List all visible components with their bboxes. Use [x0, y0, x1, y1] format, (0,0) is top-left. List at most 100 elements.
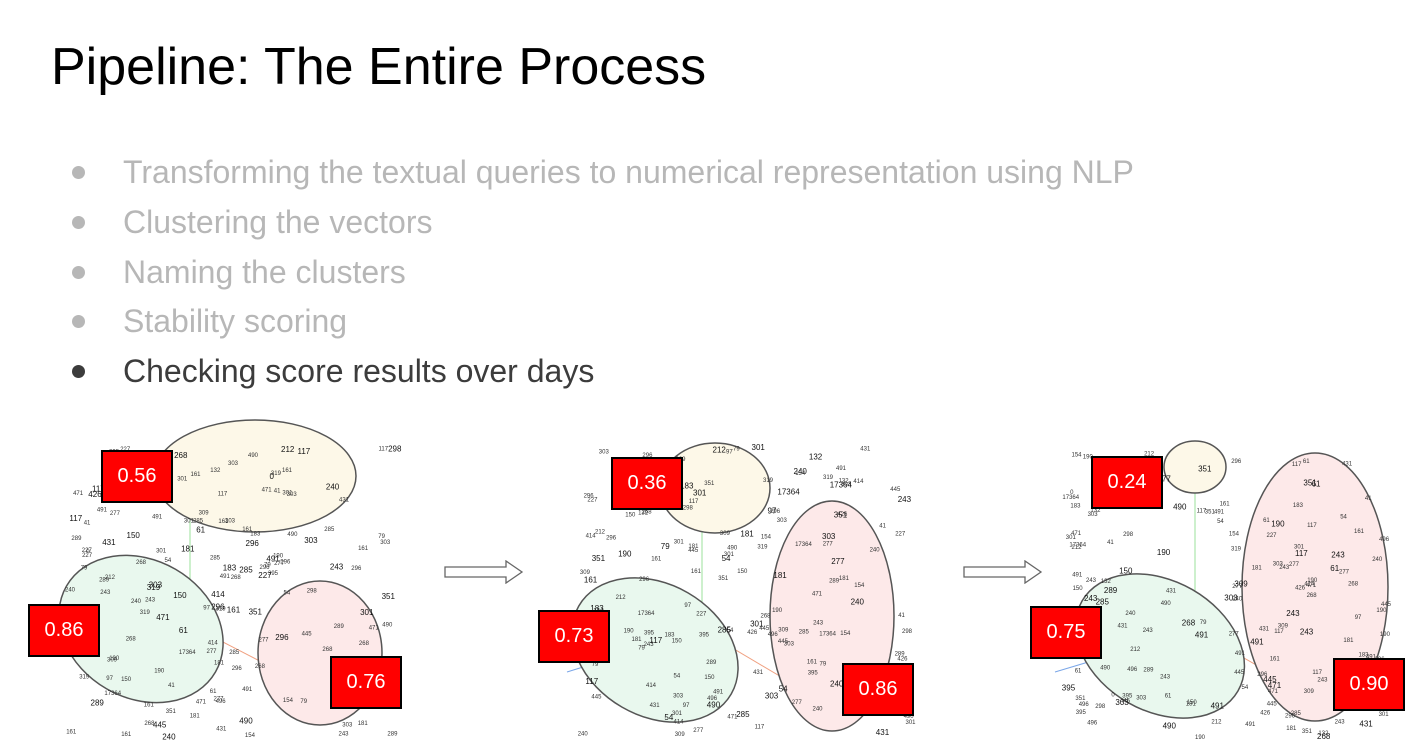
point-label: 79: [733, 447, 740, 453]
point-label: 431: [650, 703, 661, 709]
point-label: 240: [578, 731, 589, 737]
point-label: 296: [280, 560, 291, 566]
cluster-plot-svg: 1540212491150243243212296541833032431902…: [1054, 440, 1392, 742]
point-label: 301: [693, 489, 707, 498]
point-label: 298: [683, 506, 694, 512]
point-label: 301: [906, 720, 917, 726]
point-label: 117: [1307, 523, 1317, 529]
point-label: 190: [618, 550, 632, 559]
point-label: 296: [260, 565, 271, 571]
point-label: 150: [1119, 567, 1133, 576]
slide-title: Pipeline: The Entire Process: [51, 38, 707, 96]
point-label: 285: [736, 710, 750, 719]
score-badge-pink: 0.90: [1333, 658, 1405, 711]
point-label: 268: [642, 509, 653, 515]
point-label: 240: [1232, 596, 1243, 602]
cluster-yellow: [1163, 440, 1227, 494]
point-label: 132: [1090, 508, 1101, 514]
bullet-dot-icon: [72, 166, 85, 179]
point-label: 431: [102, 538, 116, 547]
point-label: 183: [680, 482, 694, 491]
point-label: 491: [1072, 572, 1083, 578]
point-label: 309: [580, 570, 591, 576]
point-label: 97: [726, 449, 733, 455]
point-label: 79: [81, 566, 88, 572]
point-label: 351: [1302, 729, 1313, 735]
point-label: 161: [584, 576, 598, 585]
point-label: 319: [216, 607, 227, 613]
point-label: 431: [860, 447, 871, 453]
point-label: 17364: [777, 487, 800, 496]
point-label: 54: [1242, 685, 1249, 691]
point-label: 97: [106, 676, 113, 682]
point-label: 351: [1075, 696, 1086, 702]
point-label: 190: [1083, 455, 1094, 461]
point-label: 117: [1197, 509, 1207, 515]
point-label: 395: [268, 571, 279, 577]
point-label: 471: [156, 613, 170, 622]
point-labels: 1540212491150243243212296541833032431902…: [1060, 452, 1392, 742]
point-label: 0: [1070, 490, 1074, 496]
point-label: 445: [1381, 602, 1392, 608]
point-label: 183: [223, 563, 237, 572]
point-label: 117: [689, 499, 699, 505]
point-label: 445: [759, 626, 770, 632]
point-label: 150: [625, 512, 636, 518]
point-label: 491: [1214, 509, 1225, 515]
point-label: 268: [126, 637, 137, 643]
point-label: 154: [1072, 452, 1083, 458]
point-label: 161: [144, 702, 155, 708]
point-label: 351: [718, 576, 729, 582]
point-label: 150: [1187, 700, 1198, 706]
point-label: 181: [214, 660, 225, 666]
point-label: 154: [795, 471, 806, 477]
point-label: 319: [763, 478, 774, 484]
point-label: 243: [1160, 675, 1171, 681]
point-label: 303: [784, 641, 795, 647]
point-label: 303: [149, 581, 163, 590]
point-label: 227: [120, 447, 131, 453]
point-label: 243: [1286, 609, 1300, 618]
point-label: 240: [1125, 611, 1136, 617]
point-label: 154: [1229, 531, 1240, 537]
point-label: 303: [287, 492, 298, 498]
point-label: 301: [724, 552, 735, 558]
score-badge-green: 0.86: [28, 604, 100, 657]
point-label: 426: [837, 512, 848, 518]
point-label: 431: [1342, 462, 1353, 468]
point-label: 490: [248, 453, 259, 459]
point-label: 303: [228, 461, 239, 467]
point-label: 426: [1260, 710, 1271, 716]
point-label: 190: [1380, 632, 1391, 638]
point-label: 309: [1278, 624, 1289, 630]
point-label: 54: [674, 673, 681, 679]
point-label: 243: [1084, 594, 1098, 603]
point-label: 471: [196, 700, 207, 706]
cluster-plot-svg: 1614142961613031902129716129618116179277…: [58, 419, 402, 742]
bullet-text: Stability scoring: [123, 303, 348, 340]
point-label: 445: [688, 548, 699, 554]
point-label: 61: [210, 689, 217, 695]
point-label: 17364: [819, 632, 836, 638]
point-label: 309: [675, 732, 686, 738]
point-label: 243: [100, 590, 111, 596]
point-label: 61: [196, 525, 205, 534]
point-label: 289: [895, 652, 906, 658]
point-label: 471: [73, 491, 84, 497]
point-label: 161: [227, 606, 241, 615]
point-label: 426: [897, 657, 908, 663]
point-label: 181: [1186, 701, 1197, 707]
point-label: 277: [1158, 474, 1172, 483]
point-label: 426: [747, 630, 758, 636]
point-label: 268: [174, 451, 188, 460]
point-label: 431: [1118, 624, 1129, 630]
point-label: 319: [823, 475, 834, 481]
point-label: 79: [638, 646, 645, 652]
point-label: 351: [1205, 510, 1216, 516]
point-label: 243: [1331, 550, 1345, 559]
point-label: 491: [242, 687, 253, 693]
point-label: 268: [322, 647, 333, 653]
point-label: 351: [382, 592, 396, 601]
point-label: 268: [1317, 732, 1331, 741]
point-label: 243: [1317, 678, 1328, 684]
